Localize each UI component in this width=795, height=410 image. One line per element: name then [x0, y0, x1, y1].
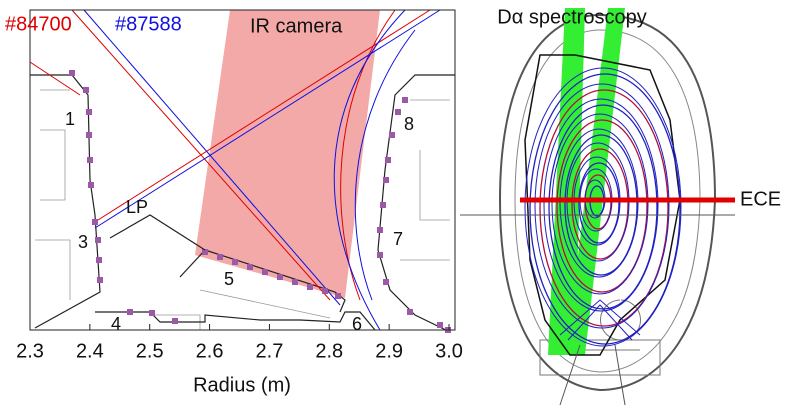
floor — [95, 312, 375, 330]
lp-pointer — [110, 215, 205, 250]
probe-tile — [86, 109, 92, 115]
x-tick-label: 3.0 — [435, 340, 463, 362]
region-label: 3 — [78, 232, 88, 252]
tokamak-cross-section — [460, 8, 735, 405]
region-label: LP — [126, 197, 148, 217]
probe-tile — [96, 257, 102, 263]
x-tick-label: 2.3 — [16, 340, 44, 362]
probe-tile — [69, 70, 75, 76]
spectroscopy-label: Dα spectroscopy — [497, 6, 646, 28]
divertor-panel — [30, 10, 455, 333]
x-tick-label: 2.4 — [76, 340, 104, 362]
probe-tile — [383, 279, 389, 285]
probe-tile — [87, 157, 93, 163]
probe-tile — [97, 277, 103, 283]
probe-tile — [307, 284, 313, 290]
probe-tile — [247, 264, 253, 270]
region-label: 6 — [352, 314, 362, 334]
probe-tile — [383, 177, 389, 183]
figure: #84700 #87588 IR camera 1 8 LP 3 7 5 4 6… — [0, 0, 795, 410]
probe-tile — [277, 274, 283, 280]
probe-tile — [377, 227, 383, 233]
probe-tile — [149, 310, 155, 316]
region-label: 8 — [404, 114, 414, 134]
outer-wall — [378, 75, 455, 332]
probe-tile — [95, 237, 101, 243]
x-tick-label: 2.7 — [256, 340, 284, 362]
probe-tile — [232, 259, 238, 265]
probe-tile — [88, 182, 94, 188]
legend-label: #84700 — [5, 13, 72, 35]
region-label: 7 — [393, 229, 403, 249]
probe-tile — [292, 279, 298, 285]
x-tick-label: 2.9 — [375, 340, 403, 362]
probe-tile — [86, 132, 92, 138]
probe-tile — [380, 202, 386, 208]
legend-label: #87588 — [115, 13, 182, 35]
probe-tile — [385, 157, 391, 163]
probe-tile — [83, 87, 89, 93]
x-tick-label: 2.5 — [136, 340, 164, 362]
camera-label: IR camera — [250, 15, 343, 37]
probe-tile — [395, 109, 401, 115]
x-tick-label: 2.6 — [196, 340, 224, 362]
region-label: 5 — [224, 269, 234, 289]
probe-tile — [92, 219, 98, 225]
probe-tile — [172, 318, 178, 324]
ece-label: ECE — [740, 188, 781, 210]
region-label: 1 — [65, 109, 75, 129]
probe-tile — [127, 309, 133, 315]
probe-tile — [389, 132, 395, 138]
x-tick-label: 2.8 — [315, 340, 343, 362]
probe-tile — [335, 293, 341, 299]
probe-tile — [322, 288, 328, 294]
probe-tile — [402, 97, 408, 103]
probe-tile — [217, 254, 223, 260]
x-axis-label: Radius (m) — [193, 374, 291, 396]
region-label: 4 — [111, 314, 121, 334]
probe-tile — [262, 269, 268, 275]
probe-tile — [377, 252, 383, 258]
probe-tile — [437, 322, 443, 328]
probe-tile — [407, 309, 413, 315]
